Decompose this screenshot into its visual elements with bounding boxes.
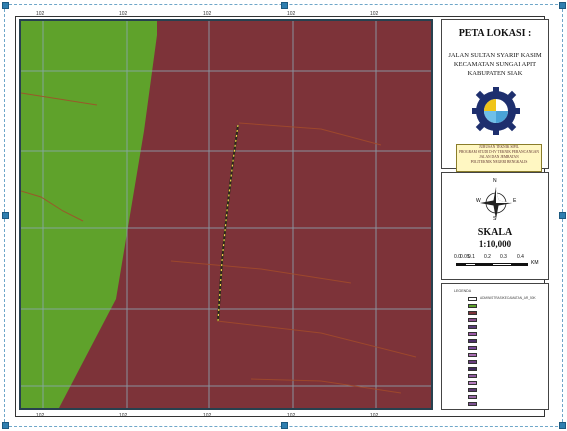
legend-swatch: [468, 353, 477, 357]
grid-lines: [21, 21, 431, 408]
resize-handle-middle-left[interactable]: [2, 212, 9, 219]
legend-swatch: [468, 402, 477, 406]
legend-swatch: [468, 381, 477, 385]
legend-swatch: [468, 339, 477, 343]
green-area: [21, 21, 157, 408]
top-tick-label: 102: [370, 11, 379, 17]
legend-swatch: [468, 367, 477, 371]
scale-tick-label: 0.3: [500, 254, 507, 260]
scale-panel: N S W E SKALA 1:10,000 0.0 0.05 0.1 0.2 0.3 0…: [441, 172, 549, 280]
legend-swatch: [468, 388, 477, 392]
legend-swatch: [468, 346, 477, 350]
bottom-tick-label: 102: [370, 413, 379, 419]
resize-handle-bottom-right[interactable]: [559, 422, 566, 429]
top-tick-label: 102: [36, 11, 45, 17]
scale-tick-label: 0.05: [460, 254, 470, 260]
bottom-tick-label: 102: [119, 413, 128, 419]
top-tick-label: 102: [203, 11, 212, 17]
compass-north: N: [493, 178, 497, 184]
legend-title: LEGENDA: [454, 289, 472, 293]
legend-swatch: [468, 360, 477, 364]
legend-swatch: [468, 325, 477, 329]
legend-swatch: [468, 311, 477, 315]
institution-line-1: JURUSAN TEKNIK SIPIL: [479, 145, 519, 149]
scale-label: SKALA: [477, 227, 513, 238]
scale-ratio: 1:10,000: [478, 239, 512, 249]
legend-panel: LEGENDA ADMINISTRASIKECAMATAN_AR_50K: [441, 283, 549, 410]
map-heading: PETA LOKASI :: [458, 28, 532, 39]
compass-south: S: [493, 216, 497, 222]
scale-tick-label: 0.4: [517, 254, 524, 260]
road-route: [217, 124, 239, 322]
river-lines: [21, 92, 417, 394]
scale-tick-label: 0.0: [454, 254, 461, 260]
legend-label: ADMINISTRASIKECAMATAN_AR_50K: [480, 296, 536, 300]
legend-swatch: [468, 374, 477, 378]
scale-tick-label: 0.2: [484, 254, 491, 260]
institution-line-2: PROGRAM STUDI D-IV TEKNIK PERANCANGAN: [459, 150, 539, 154]
resize-handle-bottom-center[interactable]: [281, 422, 288, 429]
institution-line-4: POLITEKNIK NEGERI BENGKALIS: [470, 160, 528, 164]
map-canvas: [21, 21, 431, 408]
scale-tick-label: 0.1: [468, 254, 475, 260]
legend-swatch: [468, 395, 477, 399]
institution-line-3: JALAN DAN JEMBATAN: [479, 155, 519, 159]
location-line-1: JALAN SULTAN SYARIF KASIM: [448, 52, 542, 59]
scale-unit: KM: [531, 260, 539, 266]
resize-handle-top-center[interactable]: [281, 2, 288, 9]
institution-box: JURUSAN TEKNIK SIPIL PROGRAM STUDI D-IV …: [456, 144, 542, 172]
scale-bar: [456, 263, 528, 266]
legend-swatch: [468, 304, 477, 308]
map-frame[interactable]: [19, 19, 433, 410]
resize-handle-bottom-left[interactable]: [2, 422, 9, 429]
top-tick-label: 102: [119, 11, 128, 17]
bottom-tick-label: 102: [287, 413, 296, 419]
resize-handle-middle-right[interactable]: [559, 212, 566, 219]
north-arrow-icon: [480, 187, 512, 219]
title-panel: PETA LOKASI : JALAN SULTAN SYARIF KASIM …: [441, 19, 549, 172]
bottom-tick-label: 102: [36, 413, 45, 419]
location-line-3: KABUPATEN SIAK: [467, 70, 523, 77]
legend-swatch: [468, 297, 477, 301]
compass-west: W: [476, 198, 481, 204]
resize-handle-top-right[interactable]: [559, 2, 566, 9]
legend-swatch: [468, 318, 477, 322]
resize-handle-top-left[interactable]: [2, 2, 9, 9]
legend-swatch: [468, 332, 477, 336]
institution-logo: [472, 87, 520, 135]
location-line-2: KECAMATAN SUNGAI APIT: [453, 61, 537, 68]
top-tick-label: 102: [287, 11, 296, 17]
compass-east: E: [513, 198, 517, 204]
bottom-tick-label: 102: [203, 413, 212, 419]
